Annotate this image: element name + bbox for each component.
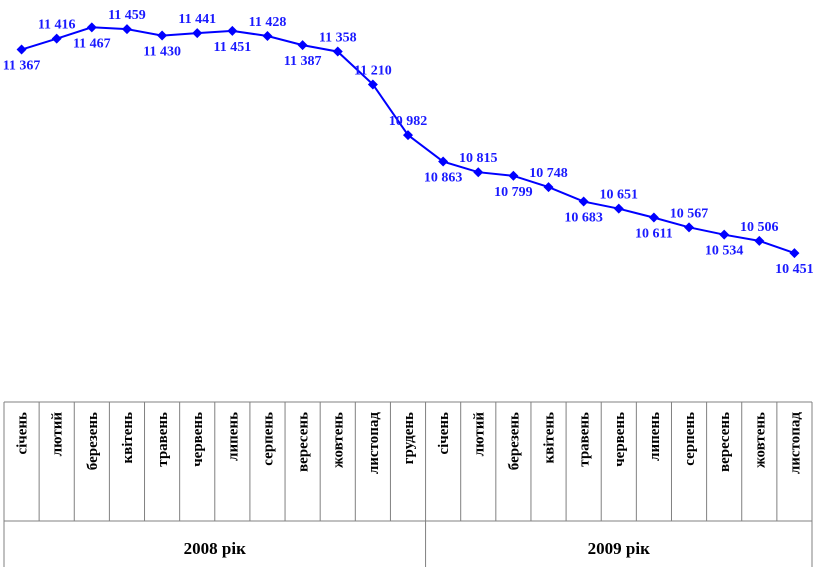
data-label: 11 416 (38, 18, 76, 33)
year-label: 2009 рік (588, 539, 650, 558)
data-label: 11 358 (319, 31, 357, 46)
month-label: жовтень (752, 412, 768, 468)
data-label: 11 210 (354, 63, 392, 78)
data-label: 10 611 (635, 227, 673, 242)
month-label: січень (436, 412, 452, 455)
category-axis-table: січень лютий березень квітень травень червень… (3, 401, 813, 567)
data-label: 10 683 (564, 211, 603, 226)
data-label: 10 451 (775, 262, 814, 277)
month-label: травень (577, 412, 593, 467)
data-label: 11 367 (3, 59, 41, 74)
month-label: жовтень (331, 412, 347, 468)
data-label: 10 567 (670, 206, 709, 221)
data-point (403, 130, 413, 141)
month-label: квітень (120, 412, 136, 464)
data-point (297, 40, 308, 51)
data-point (684, 222, 695, 233)
month-label: березень (85, 412, 101, 470)
data-point (754, 235, 765, 246)
month-label: листопад (366, 412, 382, 475)
month-label: вересень (717, 412, 733, 472)
data-point (192, 28, 203, 39)
data-label: 11 441 (178, 12, 216, 27)
data-label: 10 815 (459, 151, 498, 166)
data-point (789, 248, 800, 259)
data-point (648, 212, 659, 223)
year-label: 2008 рік (184, 539, 246, 558)
data-point (438, 156, 449, 167)
month-label: червень (612, 412, 628, 467)
month-label: квітень (542, 412, 558, 464)
data-label: 11 459 (108, 8, 146, 23)
month-label: липень (647, 412, 663, 461)
data-point (578, 196, 589, 207)
data-label: 11 428 (249, 15, 287, 30)
month-label: липень (225, 412, 241, 461)
data-point (51, 33, 62, 44)
month-label: лютий (471, 412, 487, 457)
month-label: червень (190, 412, 206, 467)
data-label: 10 534 (705, 244, 744, 259)
data-label: 10 651 (600, 188, 639, 203)
data-label: 10 506 (740, 220, 779, 235)
data-label: 10 863 (424, 171, 463, 186)
month-label: листопад (787, 412, 803, 475)
month-label: серпень (682, 412, 698, 466)
month-label: лютий (50, 412, 66, 457)
data-label: 11 451 (213, 40, 251, 55)
data-point (157, 30, 168, 41)
data-point (543, 182, 554, 193)
data-point (719, 229, 730, 240)
month-label: січень (15, 412, 31, 455)
data-point (613, 203, 624, 214)
month-label: серпень (260, 412, 276, 466)
month-label: грудень (401, 412, 417, 464)
month-label: березень (506, 412, 522, 470)
data-label: 10 799 (494, 185, 533, 200)
data-point (16, 44, 27, 55)
data-point (332, 46, 343, 57)
data-label: 10 982 (389, 114, 428, 129)
month-label: травень (155, 412, 171, 467)
data-point (121, 24, 132, 35)
data-point (508, 170, 519, 181)
data-point (227, 25, 238, 36)
data-label: 11 430 (143, 45, 181, 60)
month-label: вересень (296, 412, 312, 472)
data-point (473, 167, 484, 178)
data-point (262, 31, 273, 41)
data-point (86, 22, 97, 33)
data-label: 11 387 (284, 54, 322, 69)
data-label: 10 748 (529, 166, 568, 181)
data-label: 11 467 (73, 36, 111, 51)
data-point (367, 79, 378, 90)
